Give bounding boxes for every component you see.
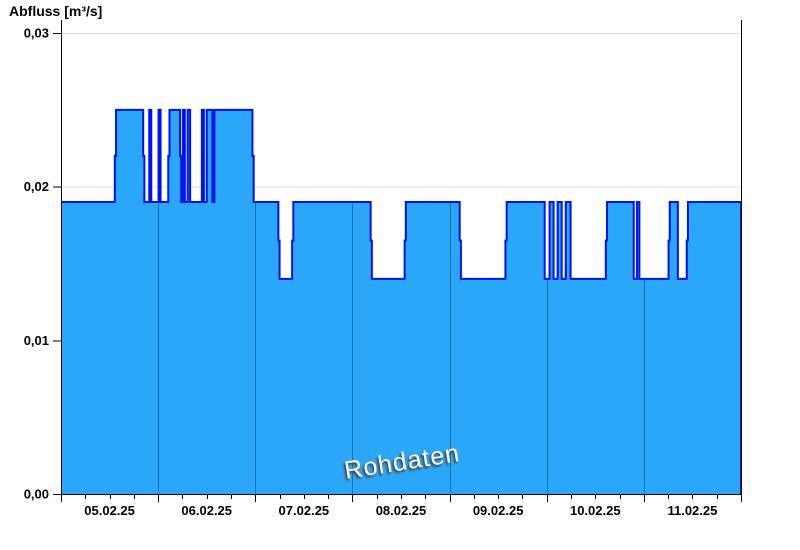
x-date-label: 08.02.25 <box>376 503 427 518</box>
y-tick-label: 0,01 <box>24 333 49 348</box>
x-date-label: 10.02.25 <box>570 503 621 518</box>
y-tick-label: 0,02 <box>24 179 49 194</box>
x-date-label: 06.02.25 <box>181 503 232 518</box>
x-date-label: 11.02.25 <box>667 503 717 518</box>
y-tick-label: 0,03 <box>24 26 49 41</box>
y-tick-label: 0,00 <box>24 487 49 502</box>
chart-title: Abfluss [m³/s] <box>9 3 103 19</box>
x-date-label: 09.02.25 <box>473 503 524 518</box>
area-fill <box>61 109 741 494</box>
area-outline <box>61 108 742 494</box>
x-date-label: 05.02.25 <box>84 503 135 518</box>
x-date-label: 07.02.25 <box>279 503 330 518</box>
